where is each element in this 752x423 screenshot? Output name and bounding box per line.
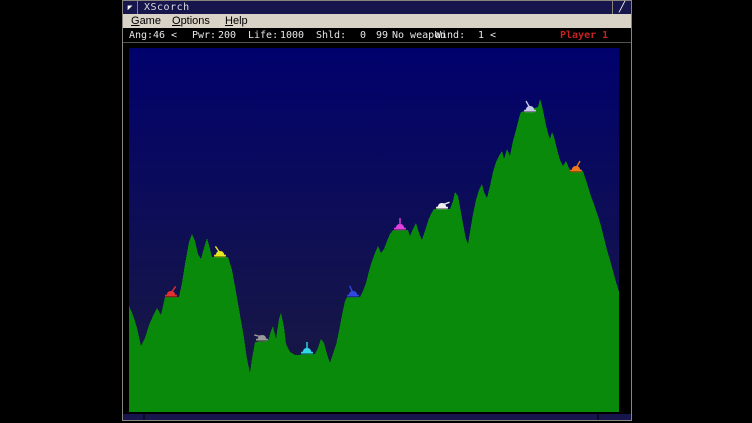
resize-button[interactable]: ╱ — [612, 1, 631, 14]
wind-label: Wind: — [435, 30, 466, 41]
life-label: Life: — [248, 30, 279, 41]
frame-handle-right — [597, 414, 599, 420]
tank-gray — [254, 334, 268, 342]
tank-magenta — [394, 218, 406, 231]
window-menu-button[interactable]: ◤ — [123, 1, 138, 14]
tank-white — [436, 201, 450, 210]
tank-red — [165, 286, 177, 298]
weapon-name[interactable]: No weapon — [392, 30, 447, 41]
power-value[interactable]: 200 — [218, 30, 237, 41]
power-label: Pwr: — [192, 30, 217, 41]
tank-cyan — [301, 342, 313, 355]
terrain — [129, 99, 619, 412]
playfield[interactable] — [129, 48, 619, 412]
window-title: XScorch — [144, 2, 190, 13]
menu-item-help[interactable]: Help — [225, 15, 248, 27]
title-bar[interactable]: ◤ XScorch ╱ — [123, 1, 631, 14]
tank-orange — [570, 160, 582, 173]
menu-bar: Game Options Help — [123, 14, 631, 28]
tank-blue — [347, 285, 359, 298]
shield-label: Shld: — [316, 30, 347, 41]
frame-handle-left — [143, 414, 145, 420]
angle-label: Ang: — [129, 30, 154, 41]
angle-value[interactable]: 46 < — [153, 30, 178, 41]
ammo-count: 99 — [376, 30, 389, 41]
bottom-frame[interactable] — [123, 414, 631, 420]
resize-diagonal-icon: ╱ — [618, 1, 626, 13]
life-value: 1000 — [280, 30, 305, 41]
status-bar: Ang: 46 < Pwr: 200 Life: 1000 Shld: 0 99… — [123, 28, 631, 43]
menu-item-game[interactable]: Game — [131, 15, 161, 27]
tank-yellow — [214, 246, 226, 258]
xscorch-window: ◤ XScorch ╱ Game Options Help Ang: 46 < Pw… — [122, 0, 632, 421]
tank-lavender — [524, 100, 536, 113]
player-turn-indicator: Player 1 — [560, 30, 609, 41]
menu-item-options[interactable]: Options — [172, 15, 210, 27]
shield-value: 0 — [360, 30, 367, 41]
window-menu-triangle-icon: ◤ — [127, 2, 133, 12]
game-area — [123, 43, 631, 414]
wind-value: 1 < — [478, 30, 497, 41]
